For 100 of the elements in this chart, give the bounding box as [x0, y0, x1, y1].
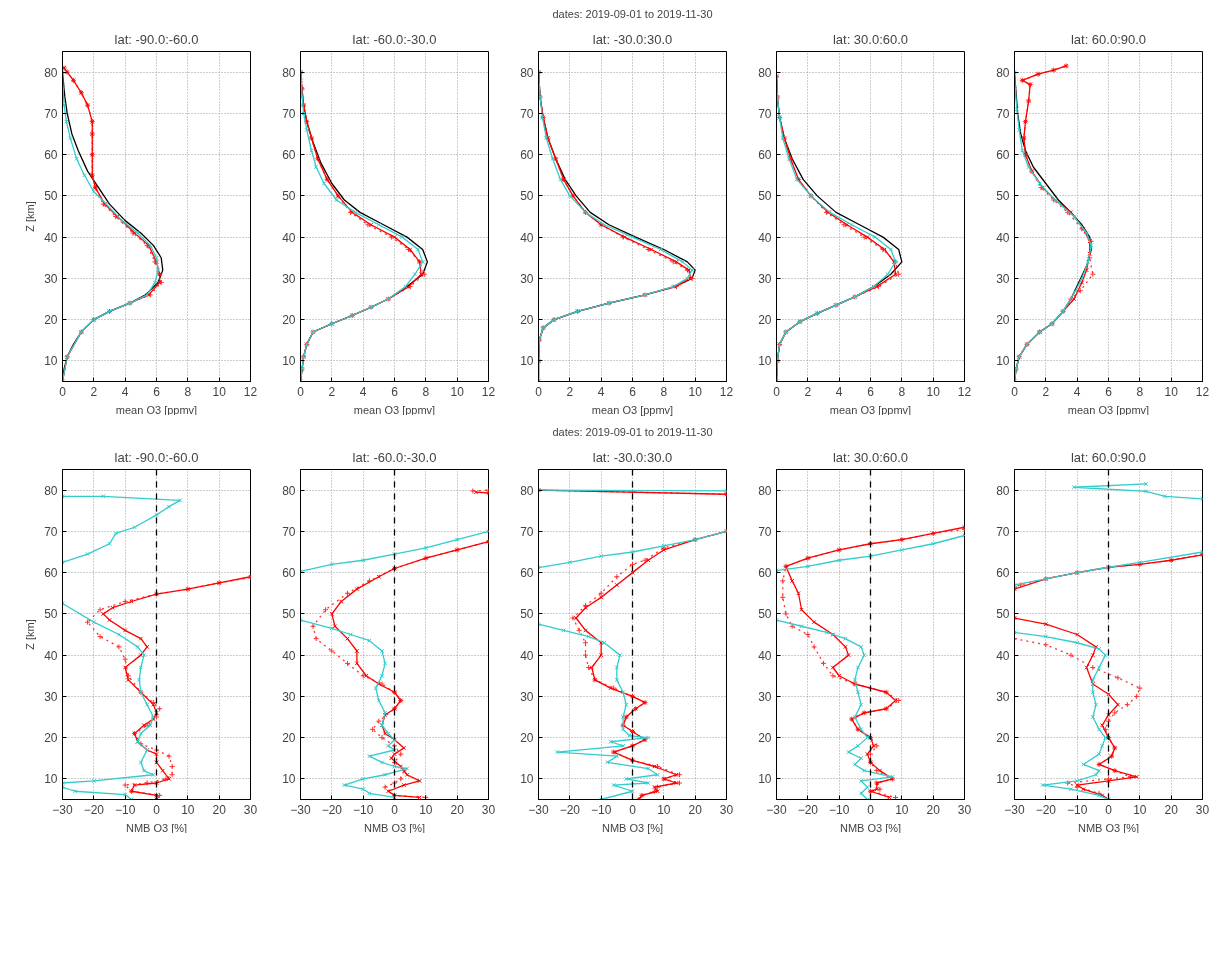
x-axis-title: mean O3 [ppmv] [591, 403, 674, 416]
y-tick-label: 30 [520, 271, 534, 286]
x-tick-label: 6 [867, 384, 875, 399]
y-tick-label: 50 [758, 189, 772, 204]
x-tick-label: −30 [766, 802, 787, 817]
y-tick-label: 70 [758, 524, 772, 539]
x-tick-label: 2 [328, 384, 336, 399]
y-tick-label: 60 [44, 566, 58, 581]
y-tick-label: 30 [282, 689, 296, 704]
y-tick-label: 40 [282, 648, 296, 663]
x-tick-label: 10 [895, 802, 909, 817]
x-tick-label: −30 [52, 802, 73, 817]
y-tick-label: 80 [520, 483, 534, 498]
x-tick-label: 20 [450, 802, 465, 817]
x-tick-label: −10 [828, 802, 850, 817]
y-tick-label: 80 [44, 65, 58, 80]
y-tick-label: 60 [520, 566, 534, 581]
x-tick-label: 4 [597, 384, 605, 399]
chart-title: lat: -60.0:-30.0 [352, 449, 437, 465]
y-tick-label: 50 [996, 189, 1010, 204]
x-tick-label: 10 [450, 384, 465, 399]
x-tick-label: 10 [926, 384, 941, 399]
y-tick-label: 60 [758, 148, 772, 163]
x-axis-title: NMB O3 [%] [125, 821, 188, 834]
y-tick-label: 60 [996, 566, 1010, 581]
x-tick-label: 0 [297, 384, 305, 399]
x-tick-label: 12 [243, 384, 258, 399]
y-tick-label: 60 [758, 566, 772, 581]
y-tick-label: 20 [996, 313, 1010, 328]
x-tick-label: 30 [481, 802, 496, 817]
y-tick-label: 80 [758, 65, 772, 80]
x-tick-label: 10 [1133, 802, 1147, 817]
y-tick-label: 20 [520, 731, 534, 746]
y-tick-label: 70 [44, 106, 58, 121]
y-tick-label: 60 [44, 148, 58, 163]
y-tick-label: 70 [520, 106, 534, 121]
y-tick-label: 10 [44, 772, 58, 787]
x-tick-label: 8 [184, 384, 192, 399]
y-tick-label: 50 [44, 189, 58, 204]
x-axis-title: mean O3 [ppmv] [115, 403, 198, 416]
x-tick-label: −20 [559, 802, 581, 817]
y-tick-label: 80 [996, 65, 1010, 80]
y-tick-label: 30 [282, 271, 296, 286]
chart-subtitle: dates: 2019-09-01 to 2019-11-30 [552, 7, 713, 20]
y-tick-label: 70 [282, 106, 296, 121]
x-tick-label: −20 [797, 802, 819, 817]
y-tick-label: 80 [758, 483, 772, 498]
y-tick-label: 80 [520, 65, 534, 80]
x-tick-label: 30 [1195, 802, 1210, 817]
x-tick-label: 0 [59, 384, 67, 399]
x-axis-title: NMB O3 [%] [601, 821, 664, 834]
x-tick-label: 8 [422, 384, 430, 399]
x-tick-label: 0 [1105, 802, 1113, 817]
y-tick-label: 30 [996, 271, 1010, 286]
x-tick-label: 4 [835, 384, 843, 399]
chart-title: lat: -90.0:-60.0 [114, 449, 199, 465]
x-tick-label: 30 [243, 802, 258, 817]
x-tick-label: 12 [481, 384, 496, 399]
x-tick-label: 20 [688, 802, 703, 817]
y-tick-label: 20 [282, 313, 296, 328]
x-tick-label: 12 [957, 384, 972, 399]
y-tick-label: 10 [282, 772, 296, 787]
x-tick-label: 10 [419, 802, 433, 817]
x-tick-label: 8 [1136, 384, 1144, 399]
x-axis-title: NMB O3 [%] [839, 821, 902, 834]
y-tick-label: 30 [758, 689, 772, 704]
y-tick-label: 10 [996, 772, 1010, 787]
y-tick-label: 50 [996, 607, 1010, 622]
x-tick-label: 0 [773, 384, 781, 399]
y-tick-label: 70 [996, 524, 1010, 539]
chart-title: lat: -30.0:30.0 [592, 31, 673, 47]
y-tick-label: 30 [520, 689, 534, 704]
x-tick-label: 0 [629, 802, 637, 817]
y-tick-label: 80 [282, 483, 296, 498]
y-tick-label: 50 [520, 189, 534, 204]
x-tick-label: 4 [359, 384, 367, 399]
x-tick-label: 2 [804, 384, 812, 399]
y-tick-label: 10 [44, 354, 58, 369]
y-tick-label: 30 [758, 271, 772, 286]
y-tick-label: 60 [520, 148, 534, 163]
y-tick-label: 80 [282, 65, 296, 80]
x-axis-title: mean O3 [ppmv] [353, 403, 436, 416]
x-tick-label: 6 [391, 384, 399, 399]
y-tick-label: 30 [44, 689, 58, 704]
y-tick-label: 40 [758, 648, 772, 663]
x-tick-label: 20 [212, 802, 227, 817]
y-tick-label: 10 [758, 772, 772, 787]
y-tick-label: 60 [282, 566, 296, 581]
x-tick-label: 0 [535, 384, 543, 399]
y-tick-label: 30 [44, 271, 58, 286]
y-tick-label: 20 [44, 313, 58, 328]
y-tick-label: 50 [282, 607, 296, 622]
x-axis-title: mean O3 [ppmv] [829, 403, 912, 416]
y-tick-label: 70 [44, 524, 58, 539]
y-tick-label: 50 [282, 189, 296, 204]
x-tick-label: 12 [1195, 384, 1210, 399]
x-tick-label: 12 [719, 384, 734, 399]
y-tick-label: 40 [520, 230, 534, 245]
x-tick-label: 10 [688, 384, 703, 399]
chart-title: lat: -30.0:30.0 [592, 449, 673, 465]
